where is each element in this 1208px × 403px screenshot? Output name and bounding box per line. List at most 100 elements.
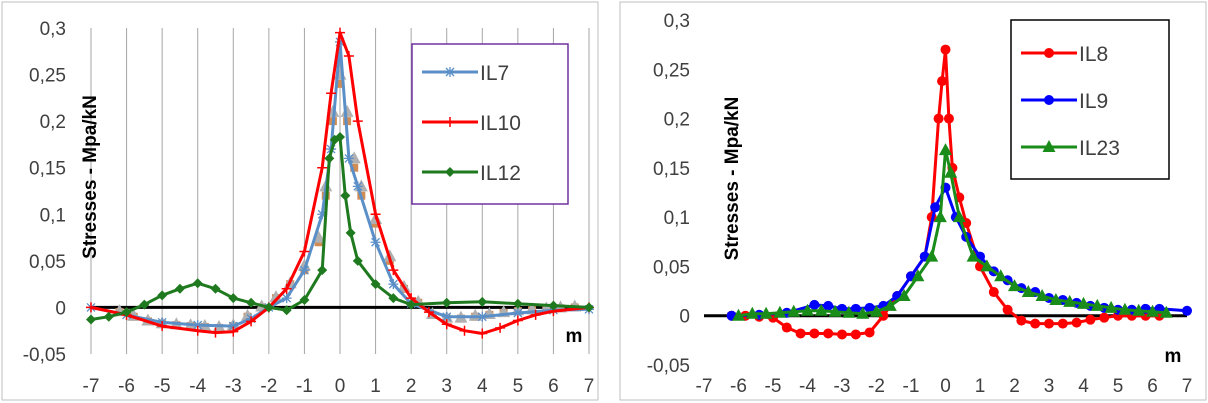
left-legend-marker xyxy=(445,167,455,177)
right-data-point xyxy=(1182,305,1192,316)
left-data-point xyxy=(281,283,292,294)
right-data-point xyxy=(897,289,911,301)
left-x-tick-label: 6 xyxy=(548,376,559,397)
right-data-point xyxy=(1085,314,1096,325)
left-data-point xyxy=(495,322,506,333)
right-data-point xyxy=(943,113,954,124)
right-data-point xyxy=(1104,300,1118,313)
right-data-point xyxy=(1077,296,1090,309)
right-data-point xyxy=(850,329,861,340)
right-y-tick-label: -0,05 xyxy=(647,356,690,377)
left-data-point xyxy=(477,328,488,339)
left-data-point xyxy=(299,265,310,276)
left-data-point xyxy=(388,293,399,304)
right-legend-marker xyxy=(1044,95,1054,105)
right-data-point xyxy=(911,269,925,282)
left-data-point xyxy=(335,131,345,142)
right-data-point xyxy=(952,210,966,223)
left-x-tick-label: -2 xyxy=(260,376,277,397)
right-data-point xyxy=(745,306,759,319)
left-y-tick-label: 0,2 xyxy=(40,112,66,133)
right-data-point xyxy=(1071,317,1082,328)
chart-right-svg: -0,05 0 0,05 0,1 0,15 0,2 0,25 0,3 -7 -6 -5 -4 -3 -2-… xyxy=(619,1,1207,401)
left-data-point xyxy=(441,311,452,322)
left-x-tick-label: 7 xyxy=(584,376,595,397)
right-data-point xyxy=(944,165,958,178)
left-data-point xyxy=(192,320,203,331)
right-x-tick-label: 5 xyxy=(1113,376,1124,397)
left-data-point xyxy=(343,50,354,61)
left-frame xyxy=(1,1,599,401)
right-data-point xyxy=(795,328,806,339)
left-data-point xyxy=(512,315,523,326)
right-series-line xyxy=(738,148,1167,318)
left-data-point xyxy=(317,209,328,220)
left-data-point xyxy=(139,299,150,310)
left-data-point xyxy=(548,300,559,311)
right-frame xyxy=(619,1,1207,401)
right-data-point xyxy=(814,303,828,316)
right-y-tick-label: 0,2 xyxy=(664,110,690,131)
left-data-point xyxy=(157,321,168,332)
right-y-tick-label: 0,1 xyxy=(664,208,690,229)
right-data-point xyxy=(732,308,745,321)
left-series-line xyxy=(90,40,590,328)
left-data-point xyxy=(388,279,399,290)
left-data-point xyxy=(459,325,470,336)
right-y-tick-label: 0 xyxy=(679,307,690,328)
left-data-point xyxy=(299,246,310,257)
left-data-point xyxy=(441,297,452,308)
right-data-point xyxy=(1057,318,1068,329)
left-x-tick-label: -7 xyxy=(83,376,100,397)
right-data-point xyxy=(787,304,801,317)
right-data-point xyxy=(1099,312,1110,323)
right-data-point xyxy=(994,269,1008,282)
left-y-tick-label: 0,15 xyxy=(29,159,66,180)
right-data-point xyxy=(828,304,842,317)
left-data-point xyxy=(246,297,257,308)
left-data-point xyxy=(352,181,363,192)
right-legend-label: IL9 xyxy=(1079,90,1108,113)
right-data-point xyxy=(759,306,773,319)
right-data-point xyxy=(1002,304,1013,315)
left-data-point xyxy=(584,302,594,313)
right-x-tick-label: -2 xyxy=(868,376,885,397)
right-x-tick-label: 6 xyxy=(1147,376,1158,397)
left-x-tick-label: 2 xyxy=(406,376,417,397)
right-y-tick-label: 0,3 xyxy=(664,11,690,32)
left-data-point xyxy=(370,279,381,290)
left-data-point xyxy=(86,314,96,325)
left-data-point xyxy=(370,209,381,220)
left-data-point xyxy=(352,255,363,266)
right-series-line xyxy=(731,186,1188,318)
right-data-point xyxy=(1146,304,1159,317)
right-x-tick-label: -1 xyxy=(903,376,920,397)
right-data-point xyxy=(937,76,948,87)
left-x-tick-label: 3 xyxy=(441,376,452,397)
right-data-point xyxy=(1030,318,1041,329)
left-series-il10 xyxy=(86,27,594,339)
right-x-tick-label: -5 xyxy=(765,376,782,397)
right-data-point xyxy=(781,322,792,333)
left-y-axis-label: Stresses - Mpa/kN xyxy=(80,95,101,259)
left-series-il12 xyxy=(86,131,594,325)
right-data-point xyxy=(809,299,820,310)
right-legend-marker xyxy=(1044,48,1054,58)
right-data-point xyxy=(933,210,947,223)
left-x-tick-label: -1 xyxy=(296,376,313,397)
right-x-tick-label: -6 xyxy=(730,376,747,397)
right-data-point xyxy=(773,305,787,318)
left-data-point xyxy=(103,311,114,322)
chart-left: -0,05 0 0,05 0,1 0,15 0,2 0,25 0,3 -7 -6 -5 -4 -3 -2-… xyxy=(0,0,600,403)
right-y-tick-label: 0,15 xyxy=(653,159,690,180)
chart-left-svg: -0,05 0 0,05 0,1 0,15 0,2 0,25 0,3 -7 -6 -5 -4 -3 -2-… xyxy=(1,1,599,401)
left-y-tick-label: 0,3 xyxy=(40,19,66,40)
right-legend: IL8 IL9 IL23 xyxy=(1010,19,1170,180)
left-data-point xyxy=(352,116,363,127)
left-data-point xyxy=(326,88,337,99)
left-legend-label: IL12 xyxy=(480,162,521,185)
right-data-point xyxy=(1016,315,1027,326)
right-data-point xyxy=(939,143,952,156)
left-legend-label: IL7 xyxy=(480,62,509,85)
right-data-point xyxy=(1118,302,1132,315)
